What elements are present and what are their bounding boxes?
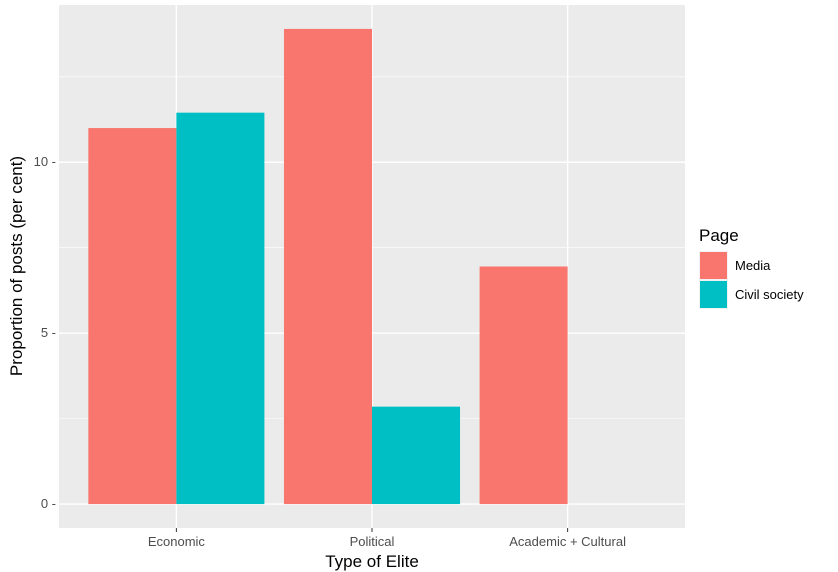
y-axis-title: Proportion of posts (per cent)	[7, 156, 26, 376]
bar-media-1	[283, 28, 372, 505]
bar-civil-society-1	[372, 406, 461, 505]
legend-label-civil-society: Civil society	[735, 287, 804, 302]
y-tick-label-1: 5 -	[41, 325, 56, 340]
x-tick-label-0: Economic	[148, 534, 206, 549]
bars	[88, 28, 568, 505]
legend-title: Page	[699, 226, 739, 245]
x-axis-ticks: Economic Political Academic + Cultural	[148, 528, 626, 549]
x-tick-label-1: Political	[350, 534, 395, 549]
x-tick-label-2: Academic + Cultural	[509, 534, 626, 549]
y-tick-label-0: 0 -	[41, 496, 56, 511]
legend-swatch-civil-society	[700, 281, 727, 308]
bar-civil-society-0	[176, 112, 265, 505]
bar-media-0	[88, 128, 177, 505]
legend-swatch-media	[700, 252, 727, 279]
legend-label-media: Media	[735, 258, 771, 273]
y-axis-ticks: 0 - 5 - 10 -	[34, 154, 56, 511]
x-axis-title: Type of Elite	[325, 552, 419, 571]
bar-media-2	[479, 266, 568, 505]
legend: Page Media Civil society	[699, 226, 804, 309]
y-tick-label-2: 10 -	[34, 154, 56, 169]
